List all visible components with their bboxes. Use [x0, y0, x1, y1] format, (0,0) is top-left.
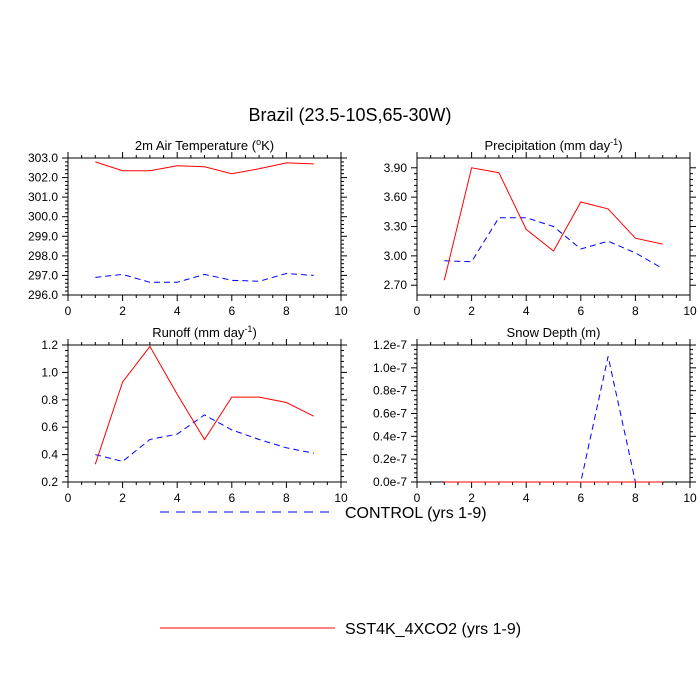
- y-tick-label: 300.0: [28, 210, 58, 224]
- x-tick-label: 4: [174, 491, 181, 505]
- x-tick-label: 10: [334, 491, 348, 505]
- y-tick-label: 0.0e-7: [373, 475, 407, 489]
- x-tick-label: 4: [174, 304, 181, 318]
- panel-title-text: Precipitation (mm day: [484, 138, 610, 153]
- x-tick-label: 6: [228, 491, 235, 505]
- series-line-control-runoff: [95, 414, 314, 462]
- x-tick-label: 6: [228, 304, 235, 318]
- x-tick-label: 2: [468, 304, 475, 318]
- y-tick-label: 0.8e-7: [373, 384, 407, 398]
- panel-title-superscript: o: [256, 137, 261, 147]
- y-tick-label: 0.6: [41, 420, 58, 434]
- x-tick-label: 2: [119, 304, 126, 318]
- panel-title-text: Snow Depth (m): [507, 325, 601, 340]
- panel-title: 2m Air Temperature (oK): [135, 137, 274, 153]
- y-tick-label: 299.0: [28, 229, 58, 243]
- y-tick-label: 0.8: [41, 393, 58, 407]
- x-tick-label: 6: [577, 491, 584, 505]
- y-tick-label: 0.4: [41, 448, 58, 462]
- panel-snow-depth: Snow Depth (m) 0 2 4 6 8 10 0.0e-7 0.2e-7 0.4e-7 0…: [373, 325, 697, 505]
- legend: CONTROL (yrs 1-9) SST4K_4XCO2 (yrs 1-9): [160, 505, 521, 638]
- x-tick-label: 6: [577, 304, 584, 318]
- x-tick-label: 0: [65, 304, 72, 318]
- y-tick-label: 0.4e-7: [373, 429, 407, 443]
- y-tick-label: 1.2e-7: [373, 338, 407, 352]
- series-line-sst4k-runoff: [94, 345, 314, 465]
- panel-title-text-end: K): [261, 138, 274, 153]
- panel-title: Runoff (mm day-1): [152, 324, 257, 340]
- panel-air-temperature: 2m Air Temperature (oK) 0 2 4 6 8 10 296.0 297.0…: [28, 137, 348, 318]
- plot-frame: [416, 344, 691, 483]
- legend-label-control: CONTROL (yrs 1-9): [345, 505, 487, 522]
- panel-title: Precipitation (mm day-1): [484, 137, 622, 153]
- series-line-sst4k-precipitation: [443, 167, 663, 281]
- y-tick-label: 1.0e-7: [373, 361, 407, 375]
- panel-runoff: Runoff (mm day-1) 0 2 4 6 8 10 0.2 0.4 0.6 0.8 1.0 1…: [41, 324, 348, 505]
- y-tick-label: 3.00: [384, 249, 408, 263]
- y-tick-label: 297.0: [28, 268, 58, 282]
- panel-title-text-end: ): [618, 138, 622, 153]
- panel-title-text-end: ): [252, 325, 256, 340]
- y-tick-label: 3.90: [384, 161, 408, 175]
- x-tick-label: 0: [65, 491, 72, 505]
- x-tick-label: 0: [414, 491, 421, 505]
- series-line-control-air-temperature: [95, 272, 314, 283]
- x-tick-label: 4: [523, 304, 530, 318]
- plot-frame: [67, 344, 342, 483]
- figure-title: Brazil (23.5-10S,65-30W): [248, 105, 451, 125]
- y-tick-label: 0.2: [41, 475, 58, 489]
- panel-title: Snow Depth (m): [507, 325, 601, 340]
- y-tick-label: 3.60: [384, 190, 408, 204]
- panel-title-text: Runoff (mm day: [152, 325, 245, 340]
- y-tick-label: 298.0: [28, 249, 58, 263]
- y-tick-label: 303.0: [28, 151, 58, 165]
- panel-title-text: 2m Air Temperature (: [135, 138, 257, 153]
- x-tick-label: 10: [683, 304, 697, 318]
- x-tick-label: 8: [632, 491, 639, 505]
- y-tick-label: 0.2e-7: [373, 452, 407, 466]
- y-tick-label: 1.0: [41, 365, 58, 379]
- x-tick-label: 8: [632, 304, 639, 318]
- y-tick-label: 0.6e-7: [373, 407, 407, 421]
- panel-title-superscript: -1: [244, 324, 252, 334]
- panel-title-superscript: -1: [610, 137, 618, 147]
- y-tick-label: 296.0: [28, 288, 58, 302]
- legend-label-sst4k: SST4K_4XCO2 (yrs 1-9): [345, 621, 521, 638]
- x-tick-label: 8: [283, 491, 290, 505]
- x-tick-label: 0: [414, 304, 421, 318]
- y-tick-label: 3.30: [384, 220, 408, 234]
- x-tick-label: 10: [334, 304, 348, 318]
- x-tick-label: 2: [119, 491, 126, 505]
- x-tick-label: 10: [683, 491, 697, 505]
- panel-precipitation: Precipitation (mm day-1) 0 2 4 6 8 10 2.70 3.00 3…: [384, 137, 697, 318]
- x-tick-label: 4: [523, 491, 530, 505]
- series-line-control-precipitation: [444, 217, 663, 270]
- y-tick-label: 2.70: [384, 278, 408, 292]
- series-line-control-snow-depth: [444, 356, 663, 483]
- x-tick-label: 8: [283, 304, 290, 318]
- y-tick-label: 1.2: [41, 338, 58, 352]
- y-tick-label: 301.0: [28, 190, 58, 204]
- x-tick-label: 2: [468, 491, 475, 505]
- y-tick-label: 302.0: [28, 171, 58, 185]
- series-line-sst4k-air-temperature: [95, 161, 314, 175]
